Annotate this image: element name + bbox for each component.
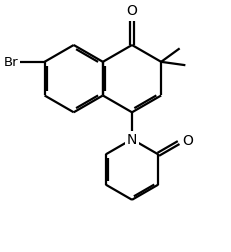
Text: N: N: [127, 133, 137, 147]
Text: Br: Br: [4, 56, 18, 69]
Text: O: O: [182, 134, 193, 148]
Text: O: O: [127, 4, 137, 18]
